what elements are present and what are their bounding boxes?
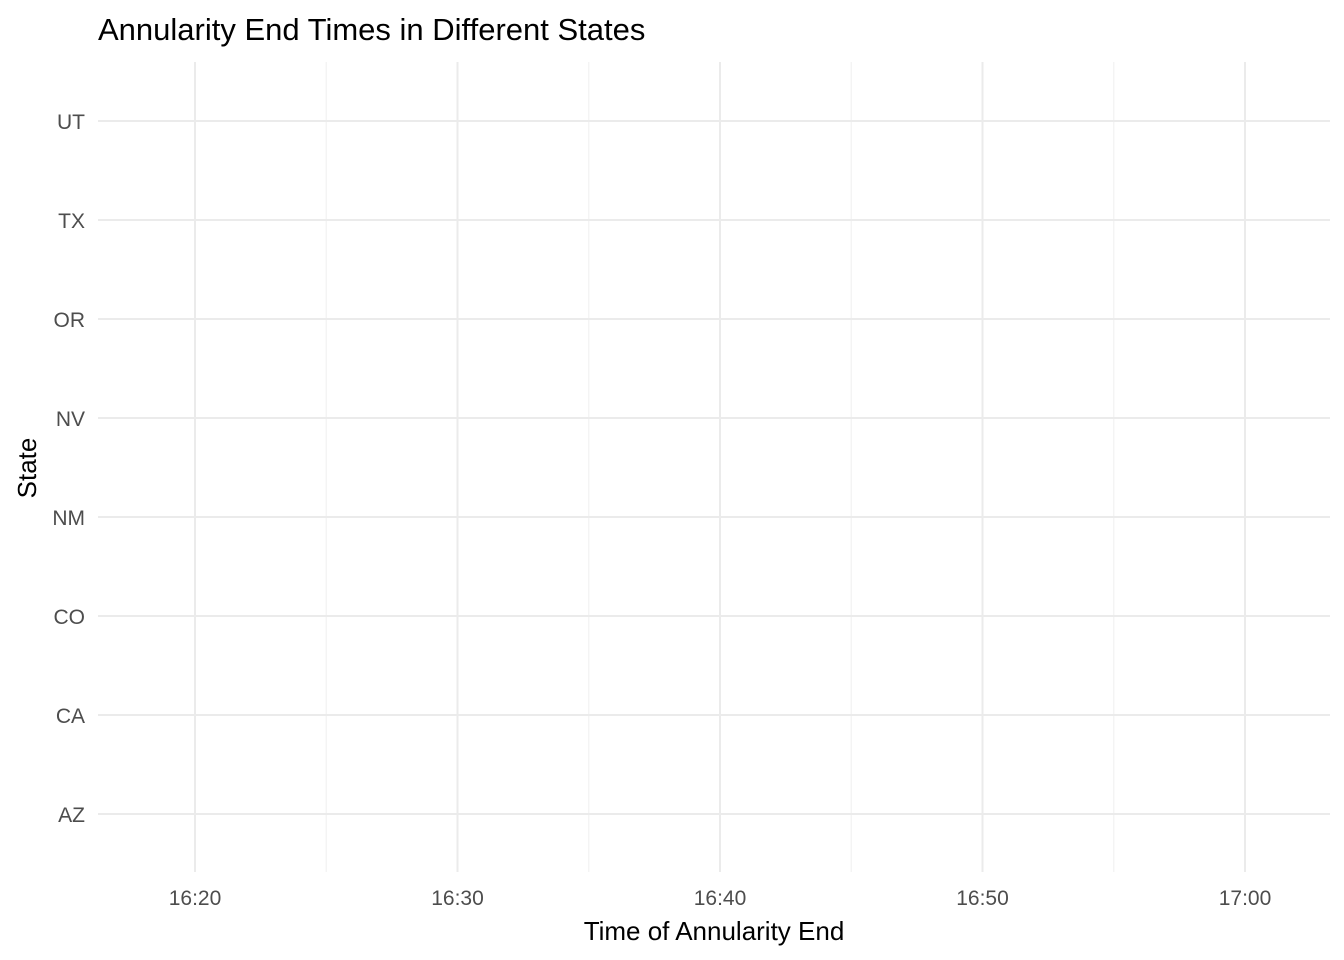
y-tick-label-az: AZ	[58, 804, 85, 827]
x-tick-label: 16:40	[694, 887, 747, 910]
y-tick-label-tx: TX	[58, 210, 85, 233]
x-tick-label: 16:20	[169, 887, 222, 910]
major-gridlines	[98, 62, 1330, 872]
x-axis-title: Time of Annularity End	[584, 916, 845, 946]
y-axis-tick-labels: AZ CA CO NM NV OR TX UT	[52, 111, 85, 827]
x-axis-tick-labels: 16:20 16:30 16:40 16:50 17:00	[169, 887, 1272, 910]
y-tick-label-co: CO	[54, 606, 86, 629]
minor-gridlines	[325, 62, 1115, 872]
y-tick-label-nm: NM	[52, 507, 85, 530]
y-tick-label-ut: UT	[57, 111, 85, 134]
y-tick-label-nv: NV	[56, 408, 85, 431]
chart-title: Annularity End Times in Different States	[98, 12, 645, 47]
y-tick-label-or: OR	[54, 309, 86, 332]
y-axis-title: State	[12, 438, 42, 499]
x-tick-label: 17:00	[1219, 887, 1272, 910]
x-tick-label: 16:50	[956, 887, 1009, 910]
x-tick-label: 16:30	[431, 887, 484, 910]
y-tick-label-ca: CA	[56, 705, 85, 728]
